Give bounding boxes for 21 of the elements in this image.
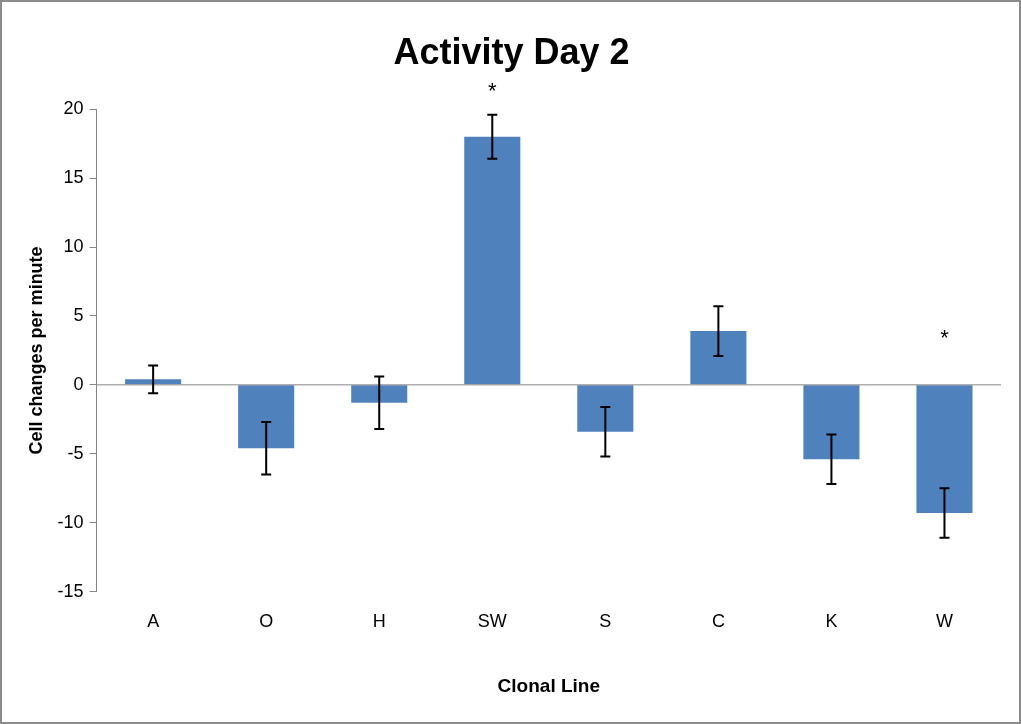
x-tick-label: S <box>599 611 612 632</box>
y-tick-label: 10 <box>63 236 84 256</box>
x-axis-title: Clonal Line <box>497 674 601 696</box>
y-tick-label: 15 <box>63 167 84 188</box>
x-tick-label: SW <box>477 611 507 632</box>
y-tick-label: -10 <box>57 511 84 532</box>
x-tick-label: A <box>147 611 160 632</box>
y-tick-label: 5 <box>73 304 84 325</box>
x-tick-label: H <box>372 611 386 632</box>
annotation: * <box>940 325 950 351</box>
y-axis-title: Cell changes per minute <box>25 246 46 455</box>
y-tick-label: 20 <box>63 98 84 119</box>
chart-title: Activity Day 2 <box>393 30 630 72</box>
x-tick-label: K <box>825 611 838 632</box>
x-tick-label: W <box>935 611 953 632</box>
text: * <box>488 78 497 104</box>
y-tick-label: 0 <box>73 373 84 394</box>
y-tick-label: -15 <box>57 580 84 601</box>
x-tick-label: O <box>259 611 274 632</box>
x-tick-label: C <box>711 611 725 632</box>
y-tick-label: -5 <box>67 442 84 463</box>
